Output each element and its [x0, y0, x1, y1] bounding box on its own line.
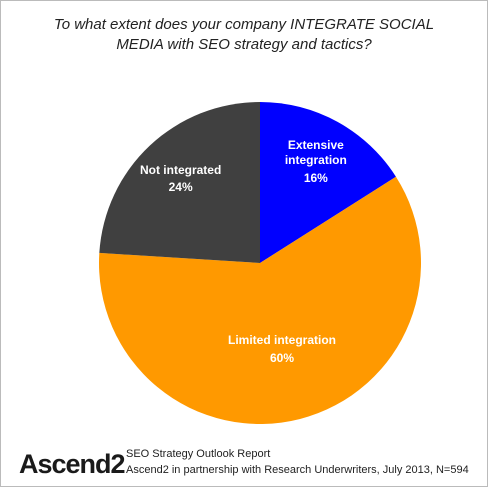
chart-title: To what extent does your company INTEGRA…	[53, 16, 435, 53]
slice-value: 16%	[303, 170, 328, 185]
slice-value: 60%	[270, 350, 295, 365]
slice-label: Extensive integration	[284, 138, 347, 168]
source-note: Ascend2 in partnership with Research Und…	[126, 464, 469, 476]
report-name: SEO Strategy Outlook Report	[126, 448, 271, 460]
pie-slice	[99, 101, 261, 263]
slice-label: Not integrated	[139, 162, 222, 177]
slice-value: 24%	[168, 180, 193, 195]
pie-slice	[260, 102, 396, 263]
logo: Ascend2	[19, 449, 126, 479]
slice-label: Limited integration	[228, 333, 337, 348]
pie-slice	[98, 176, 421, 424]
